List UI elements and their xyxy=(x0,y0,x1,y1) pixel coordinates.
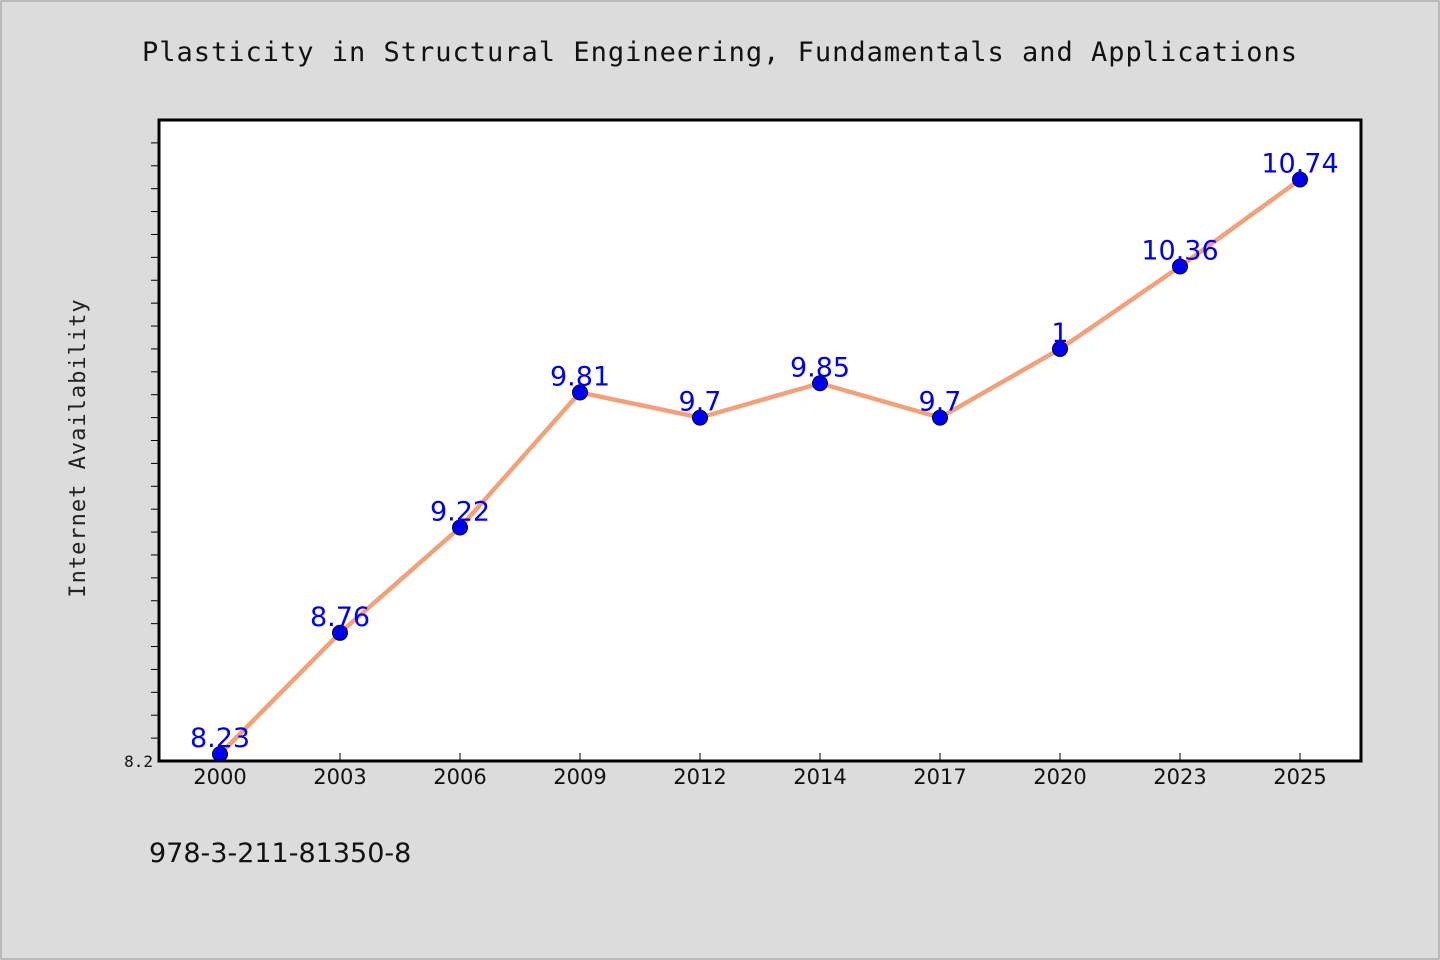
data-label: 9.22 xyxy=(430,496,490,527)
y-axis-label: Internet Availability xyxy=(66,298,91,597)
x-tick-label: 2014 xyxy=(793,765,846,789)
x-tick-label: 2003 xyxy=(313,765,366,789)
x-tick-label: 2025 xyxy=(1273,765,1326,789)
data-label: 9.85 xyxy=(790,352,850,383)
data-label: 9.81 xyxy=(550,361,610,392)
series-line xyxy=(217,177,1303,757)
data-label: 9.7 xyxy=(919,387,962,418)
plot-area xyxy=(159,120,1361,761)
x-tick-label: 2012 xyxy=(673,765,726,789)
data-label: 8.76 xyxy=(310,602,370,633)
data-point xyxy=(572,384,588,401)
data-point xyxy=(1052,340,1068,357)
data-point xyxy=(452,519,468,536)
data-label: 1 xyxy=(1051,318,1068,349)
x-tick-label: 2009 xyxy=(553,765,606,789)
chart-title: Plasticity in Structural Engineering, Fu… xyxy=(142,37,1298,68)
data-labels-layer: 8.23 8.76 9.22 9.81 9.7 9.85 9.7 1 10.36 10.74 xyxy=(190,149,1339,755)
x-tick-label: 2000 xyxy=(193,765,246,789)
data-label: 9.7 xyxy=(679,387,722,418)
x-tick-label: 2017 xyxy=(913,765,966,789)
data-point xyxy=(332,624,348,641)
data-point xyxy=(1172,258,1188,275)
y-tick-label: 8.2 xyxy=(124,752,153,771)
x-axis-ticks: 2000 2003 2006 2009 2012 2014 2017 2020 2023 2025 xyxy=(193,753,1327,789)
data-label: 10.36 xyxy=(1141,236,1218,267)
data-point xyxy=(812,375,828,392)
plot-frame xyxy=(157,118,1363,763)
data-label: 10.74 xyxy=(1261,149,1338,180)
series-layer xyxy=(212,171,1308,763)
data-label: 8.23 xyxy=(190,723,250,754)
x-tick-label: 2020 xyxy=(1033,765,1086,789)
isbn-footer: 978-3-211-81350-8 xyxy=(149,838,411,869)
data-point xyxy=(692,409,708,426)
x-tick-label: 2006 xyxy=(433,765,486,789)
data-point xyxy=(1292,171,1308,188)
data-point xyxy=(932,409,948,426)
x-tick-label: 2023 xyxy=(1153,765,1206,789)
